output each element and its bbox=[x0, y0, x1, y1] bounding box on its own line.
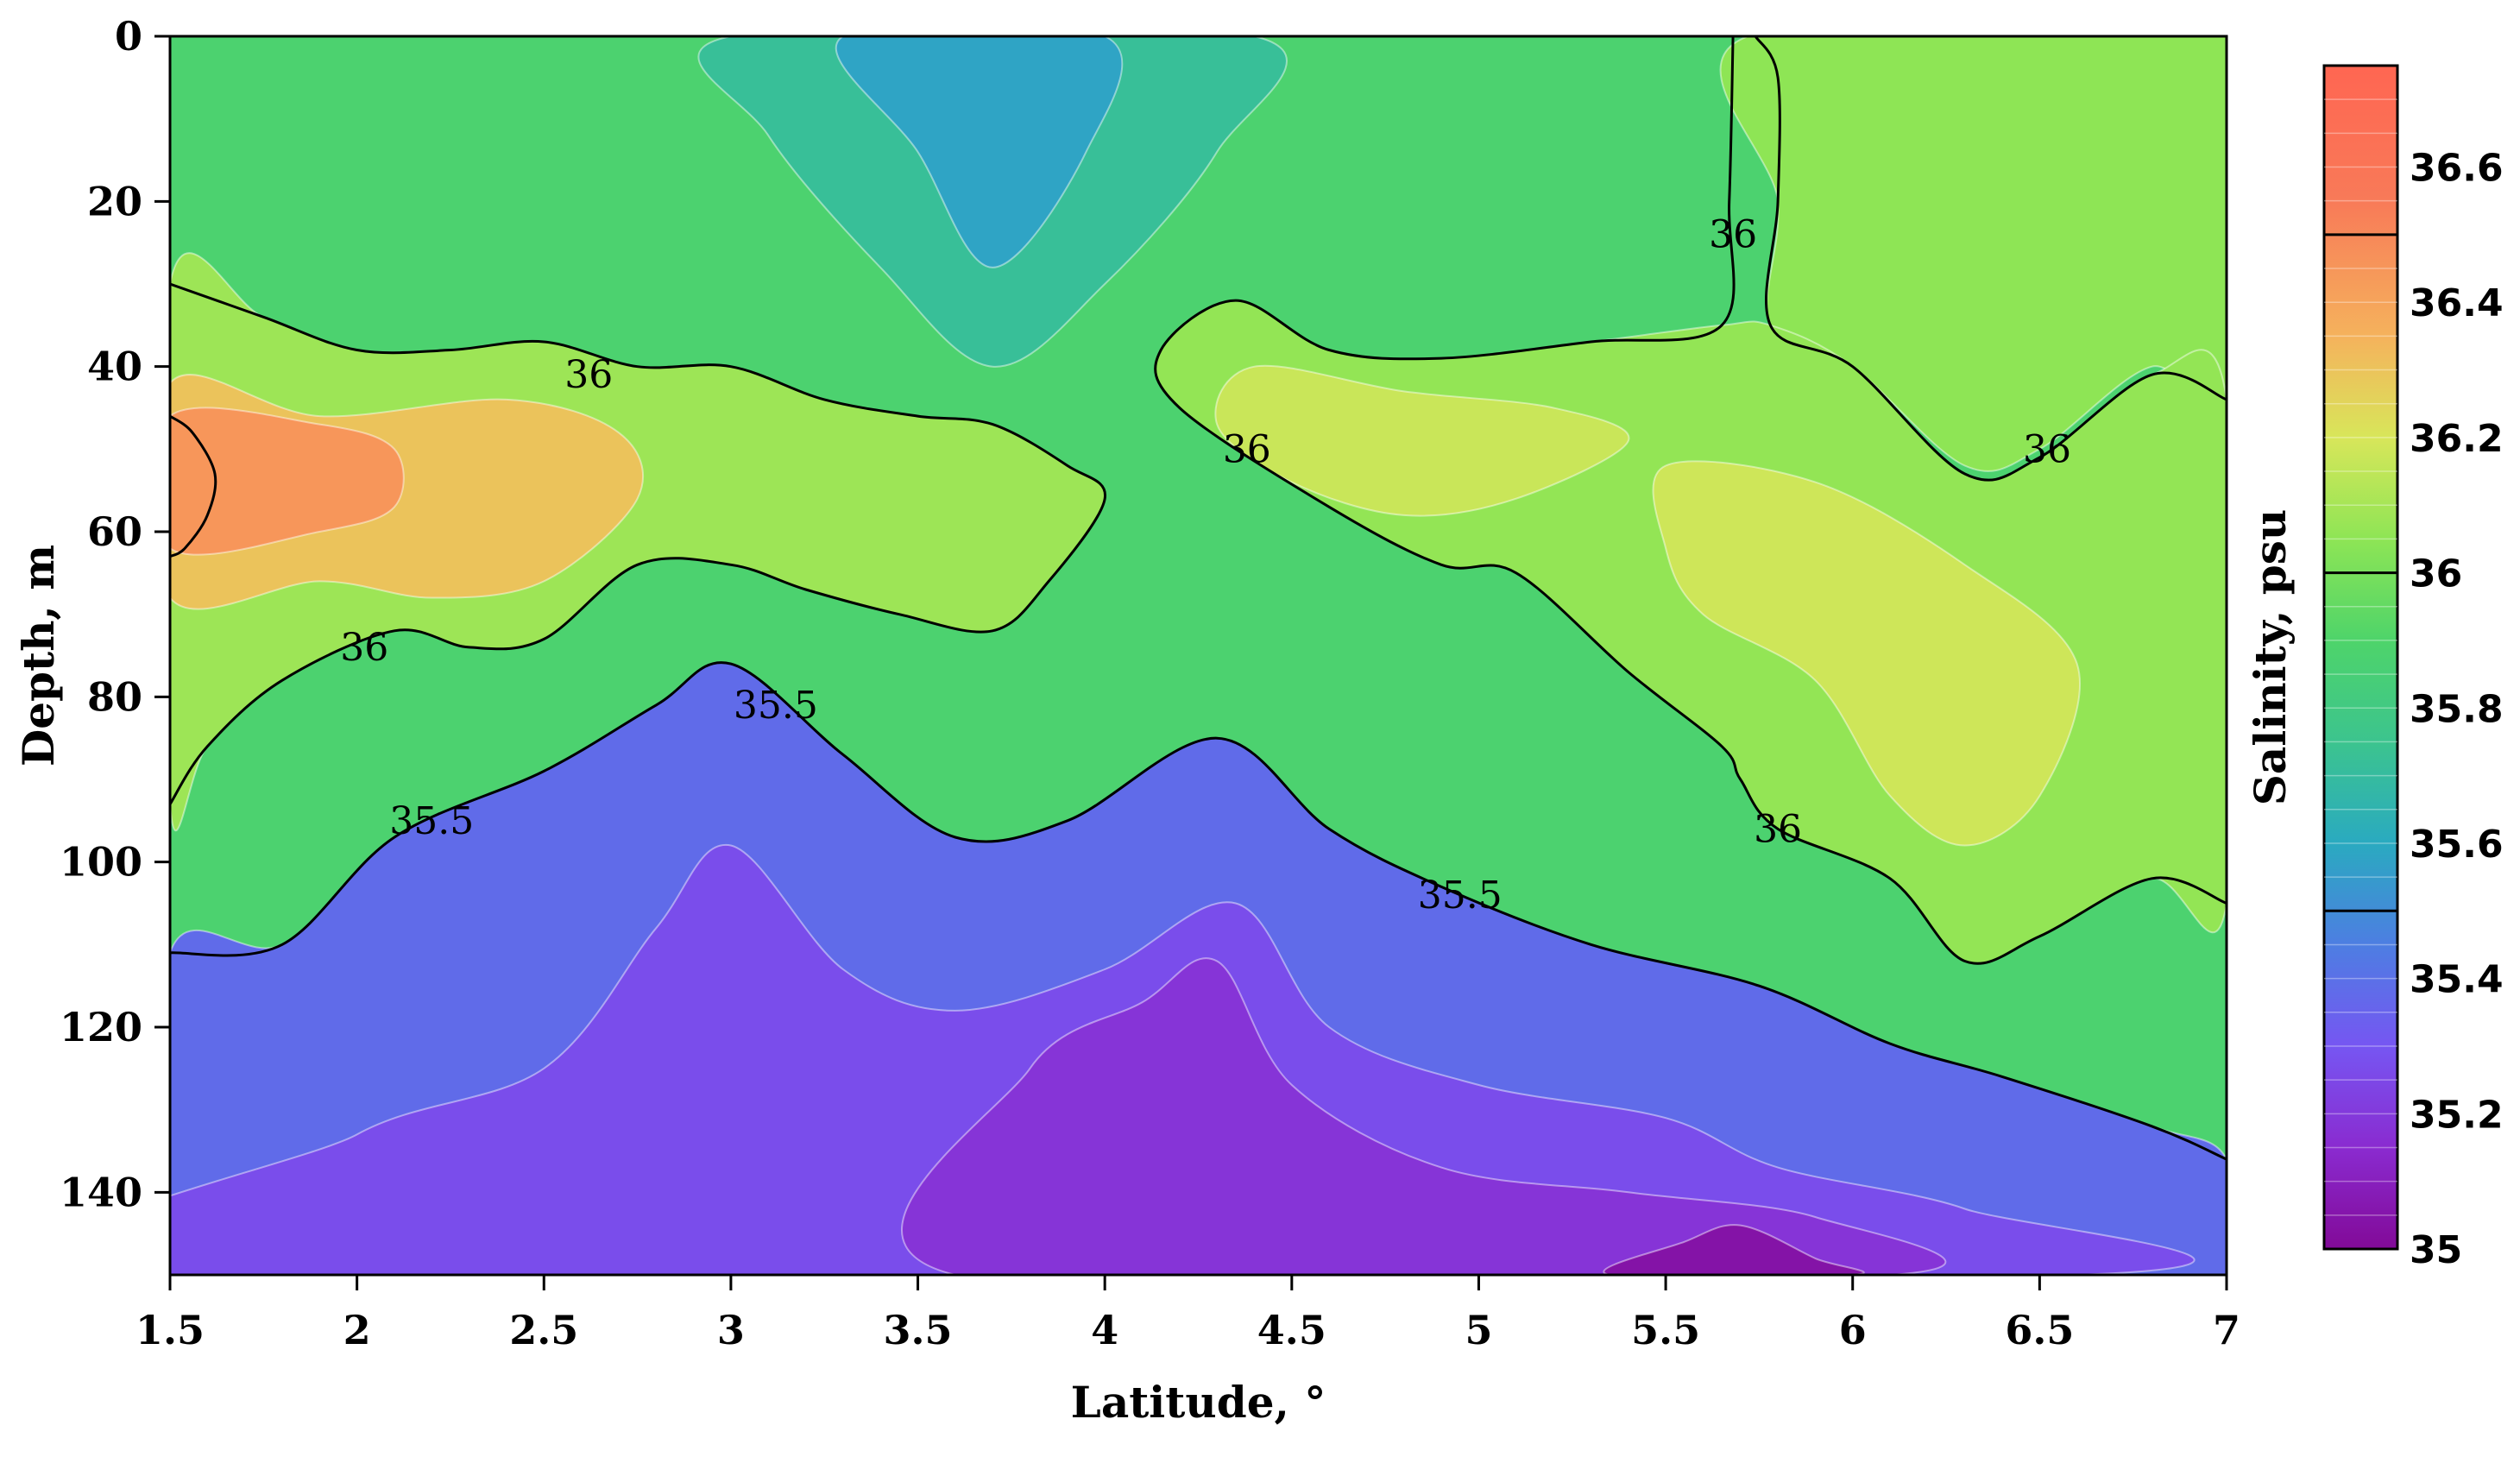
contour-line-36-1 bbox=[1154, 36, 2227, 965]
contour-label: 35.5 bbox=[389, 799, 474, 843]
colorbar-tick-label: 36.4 bbox=[2410, 281, 2504, 325]
contour-label: 36 bbox=[1709, 213, 1757, 257]
salinity-field bbox=[170, 36, 2227, 1275]
x-tick-label: 5 bbox=[1465, 1307, 1492, 1353]
x-tick-label: 4.5 bbox=[1257, 1307, 1326, 1353]
x-axis-title: Latitude, ° bbox=[1071, 1377, 1326, 1428]
colorbar-tick-label: 35.2 bbox=[2410, 1093, 2504, 1137]
x-tick-label: 5.5 bbox=[1631, 1307, 1700, 1353]
x-tick-label: 3.5 bbox=[884, 1307, 953, 1353]
x-axis: 1.5 2 2.5 3 3.5 4 4.5 5 5.5 6 6.5 7 bbox=[135, 1275, 2240, 1353]
colorbar-tick-label: 35 bbox=[2410, 1228, 2462, 1272]
x-tick-label: 3 bbox=[717, 1307, 745, 1353]
contour-line-36-5-4 bbox=[170, 414, 217, 558]
x-tick-label: 2.5 bbox=[509, 1307, 578, 1353]
colorbar-tick-label: 36.2 bbox=[2410, 417, 2504, 461]
field-region-left-core-inner bbox=[170, 407, 405, 556]
y-tick-label: 80 bbox=[87, 673, 142, 720]
contour-line-35-5-3 bbox=[170, 661, 2227, 1161]
y-tick-label: 100 bbox=[60, 839, 142, 886]
contour-labels: 36 36 36 36 36 36 35.5 35.5 35.5 bbox=[340, 213, 2071, 918]
colorbar-tick-label: 35.6 bbox=[2410, 823, 2504, 867]
y-tick-label: 60 bbox=[87, 508, 142, 555]
contour-label: 36 bbox=[2023, 427, 2071, 471]
colorbar-tick-label: 35.8 bbox=[2410, 687, 2504, 731]
contour-line-36-2 bbox=[1754, 36, 2227, 482]
contour-label: 35.5 bbox=[734, 684, 818, 728]
field-region-surface-low-core bbox=[835, 36, 1124, 268]
y-tick-label: 20 bbox=[87, 178, 142, 224]
x-tick-label: 4 bbox=[1091, 1307, 1118, 1353]
contour-lines bbox=[170, 36, 2227, 1161]
field-region-right-core bbox=[1652, 460, 2081, 847]
colorbar-title: Salinity, psu bbox=[2245, 509, 2296, 805]
x-tick-label: 2 bbox=[343, 1307, 371, 1353]
contour-label: 36 bbox=[1754, 807, 1802, 851]
x-tick-label: 7 bbox=[2213, 1307, 2240, 1353]
y-tick-label: 120 bbox=[60, 1004, 142, 1050]
x-tick-label: 6 bbox=[1839, 1307, 1867, 1353]
y-axis-title: Depth, m bbox=[13, 545, 64, 766]
y-tick-label: 0 bbox=[115, 13, 142, 60]
colorbar-tick-label: 35.4 bbox=[2410, 958, 2504, 1002]
colorbar-scale bbox=[2322, 64, 2399, 1251]
plot-frame bbox=[168, 35, 2228, 1277]
colorbar: 35 35.2 35.4 35.6 35.8 36 36.2 36.4 36.6 bbox=[2322, 64, 2504, 1272]
contour-line-36-0 bbox=[170, 282, 1106, 805]
contour-label: 35.5 bbox=[1418, 874, 1503, 918]
colorbar-tick-label: 36 bbox=[2410, 552, 2462, 596]
colorbar-tick-label: 36.6 bbox=[2410, 147, 2504, 191]
contour-label: 36 bbox=[1223, 427, 1271, 471]
y-tick-label: 40 bbox=[87, 344, 142, 390]
x-tick-label: 6.5 bbox=[2005, 1307, 2074, 1353]
field-region-deep-min bbox=[1603, 1224, 1865, 1275]
y-tick-label: 140 bbox=[60, 1169, 142, 1215]
x-tick-label: 1.5 bbox=[135, 1307, 205, 1353]
contour-label: 36 bbox=[340, 626, 388, 670]
field-region-deep-lower bbox=[901, 957, 1947, 1275]
contour-label: 36 bbox=[564, 353, 613, 397]
y-axis: 0 20 40 60 80 100 120 140 bbox=[60, 13, 170, 1215]
